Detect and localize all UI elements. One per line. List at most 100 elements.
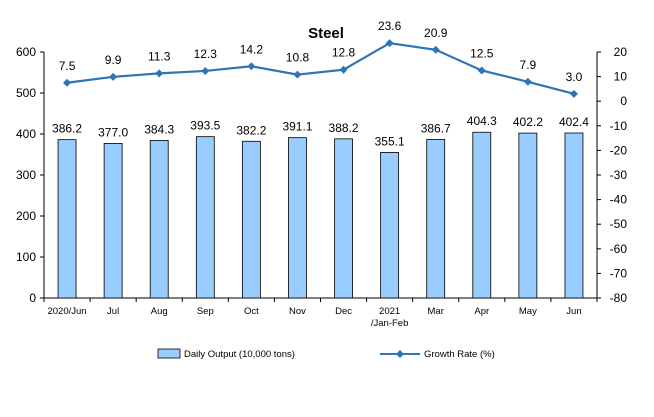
legend: Daily Output (10,000 tons) Growth Rate (%…	[157, 348, 495, 360]
left-tick-label: 200	[16, 209, 36, 223]
x-tick-label-line: Sep	[197, 306, 214, 317]
left-tick-label: 100	[16, 250, 36, 264]
right-tick-label: -50	[610, 217, 628, 231]
left-tick-label: 300	[16, 168, 36, 182]
line-point-marker	[63, 78, 72, 87]
line-point-marker	[385, 39, 394, 48]
x-tick-label: Nov	[289, 306, 306, 317]
legend-line-label: Growth Rate (%)	[424, 349, 495, 360]
line-value-label: 11.3	[148, 49, 171, 63]
x-tick-label-line: Dec	[335, 306, 352, 317]
line-value-label: 10.8	[286, 51, 310, 65]
line-point-marker	[247, 62, 256, 71]
bar	[564, 132, 584, 299]
bar	[57, 139, 77, 299]
x-tick-label-line: Jul	[107, 306, 119, 317]
left-tick-label: 400	[16, 127, 36, 141]
bar	[472, 131, 492, 299]
bar	[426, 139, 446, 299]
line-value-label: 20.9	[424, 26, 448, 40]
line-value-label: 12.3	[194, 47, 218, 61]
bar-value-label: 404.3	[467, 114, 497, 128]
x-tick-label-line: May	[519, 306, 537, 317]
line-point-marker	[477, 66, 486, 75]
right-tick-label: -20	[610, 143, 628, 157]
x-tick-label-line: Jun	[566, 306, 581, 317]
x-tick-label: Apr	[474, 306, 489, 317]
left-tick-label: 600	[16, 45, 36, 59]
x-tick-label: Jun	[566, 306, 581, 317]
x-tick-label: Jul	[107, 306, 119, 317]
bar	[334, 138, 353, 299]
line-value-label: 7.5	[59, 59, 76, 73]
bar	[195, 136, 215, 299]
right-tick-label: -60	[610, 242, 628, 256]
left-tick-label: 0	[29, 291, 36, 305]
line-value-label: 7.9	[520, 58, 537, 72]
right-tick-label: 20	[614, 45, 628, 59]
chart-title: Steel	[308, 25, 344, 42]
line-point-marker	[339, 65, 348, 74]
x-tick-label-line: Oct	[244, 306, 259, 317]
right-tick-label: -80	[610, 291, 628, 305]
line-point-marker	[201, 66, 210, 75]
line-point-marker	[523, 77, 532, 86]
x-tick-label-line: Mar	[428, 306, 444, 317]
right-tick-label: -40	[610, 193, 628, 207]
bar	[149, 140, 169, 299]
x-tick-label-line: Nov	[289, 306, 306, 317]
bar-series	[57, 131, 584, 299]
legend-bar-label: Daily Output (10,000 tons)	[184, 349, 295, 360]
data-labels: 386.2 377.0 384.3 393.5 382.2 391.1 388.2 355.1…	[52, 19, 589, 148]
bar-value-label: 402.2	[513, 115, 543, 129]
x-tick-label: Aug	[151, 306, 168, 317]
x-tick-label-line: 2021	[379, 306, 400, 317]
line-point-marker	[293, 70, 302, 79]
line-value-label: 3.0	[566, 70, 583, 84]
line-value-label: 14.2	[240, 42, 264, 56]
line-value-label: 12.5	[470, 46, 494, 60]
right-tick-label: -70	[610, 266, 628, 280]
line-value-label: 9.9	[105, 53, 122, 67]
line-point-marker	[569, 89, 578, 98]
x-tick-label-line: Apr	[474, 306, 489, 317]
bar-value-label: 402.4	[559, 115, 589, 129]
x-tick-label: Oct	[244, 306, 259, 317]
x-tick-label: Dec	[335, 306, 352, 317]
line-point-marker	[431, 45, 440, 54]
line-series	[63, 39, 578, 98]
bar-value-label: 388.2	[329, 121, 359, 135]
legend-line-marker	[396, 350, 404, 358]
bar	[241, 140, 261, 299]
left-tick-label: 500	[16, 86, 36, 100]
x-tick-label: Sep	[197, 306, 214, 317]
line-point-marker	[155, 69, 164, 78]
x-tick-label: 2020/Jun	[47, 306, 86, 317]
bar	[380, 152, 400, 299]
x-tick-label: May	[519, 306, 537, 317]
legend-bar-swatch	[157, 348, 181, 359]
axes: 0100200300400500600-80-70-60-50-40-30-20…	[16, 45, 627, 329]
bar-value-label: 382.2	[236, 123, 266, 137]
right-tick-label: -30	[610, 168, 628, 182]
bar-value-label: 393.5	[190, 119, 220, 133]
bar	[288, 137, 307, 299]
x-tick-label-line: /Jan-Feb	[371, 318, 409, 329]
bar	[518, 132, 538, 299]
growth-rate-line	[66, 42, 575, 95]
bar	[103, 143, 123, 299]
line-point-marker	[109, 72, 118, 81]
bar-value-label: 386.7	[421, 121, 451, 135]
x-tick-label: Mar	[428, 306, 444, 317]
bar-value-label: 377.0	[98, 125, 128, 139]
bar-value-label: 391.1	[282, 120, 312, 134]
x-tick-label-line: Aug	[151, 306, 168, 317]
right-tick-label: 10	[614, 70, 628, 84]
bar-value-label: 384.3	[144, 122, 174, 136]
bar-value-label: 355.1	[375, 134, 405, 148]
x-tick-label-line: 2020/Jun	[47, 306, 86, 317]
line-value-label: 23.6	[378, 19, 402, 33]
line-value-label: 12.8	[332, 46, 356, 60]
right-tick-label: 0	[620, 94, 627, 108]
